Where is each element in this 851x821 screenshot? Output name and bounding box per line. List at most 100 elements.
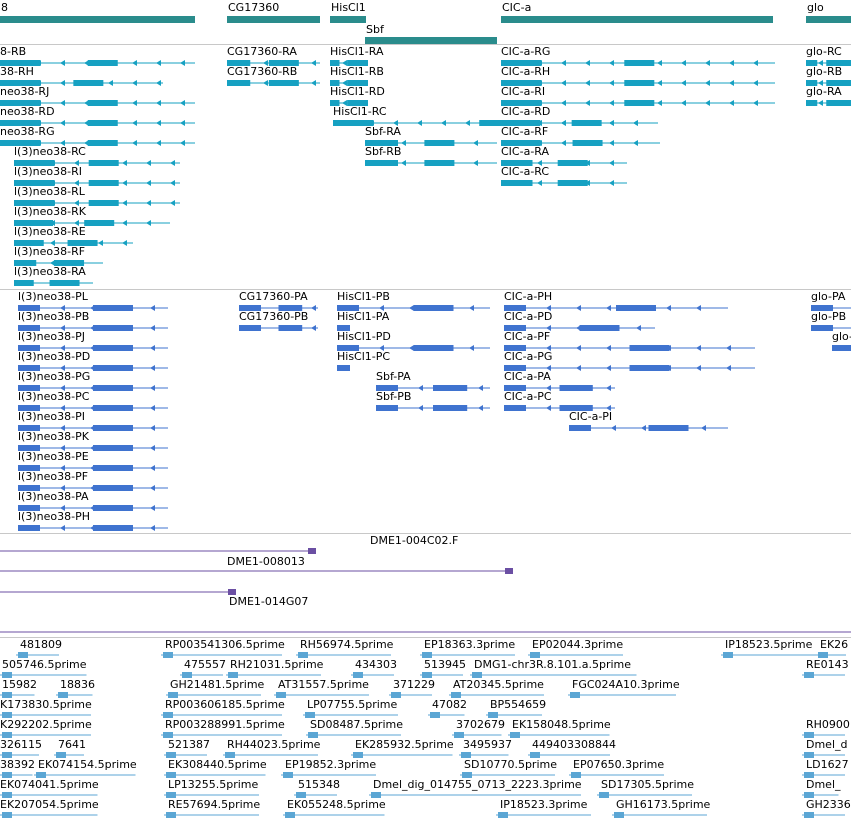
transcript-exon[interactable]	[0, 120, 40, 126]
clone-label[interactable]: DME1-014G07	[229, 595, 309, 608]
protein-cds-block[interactable]	[93, 385, 133, 391]
est-block[interactable]	[2, 692, 12, 698]
transcript-strand-arrow[interactable]	[12, 140, 17, 146]
est-label[interactable]: EK158048.5prime	[512, 718, 611, 731]
protein-label[interactable]: HisCl1-PA	[337, 310, 390, 323]
transcript-strand-arrow[interactable]	[449, 140, 454, 146]
transcript-label[interactable]: CIC-a-RD	[501, 105, 551, 118]
protein-label[interactable]: Sbf-PA	[376, 370, 411, 383]
est-block[interactable]	[225, 752, 235, 758]
transcript-exon[interactable]	[268, 80, 299, 86]
est-label[interactable]: 326115	[0, 738, 42, 751]
protein-strand-arrow[interactable]	[469, 345, 474, 351]
transcript-strand-arrow[interactable]	[489, 120, 494, 126]
clone-label[interactable]: DME1-004C02.F	[370, 534, 459, 547]
transcript-label[interactable]: CIC-a-RG	[501, 45, 551, 58]
protein-strand-arrow[interactable]	[60, 465, 65, 471]
protein-strand-arrow[interactable]	[30, 305, 35, 311]
transcript-strand-arrow[interactable]	[561, 60, 566, 66]
est-label[interactable]: Dmel_dig_014755_0713_2223.3prime	[373, 778, 582, 791]
est-block[interactable]	[2, 732, 12, 738]
protein-strand-arrow[interactable]	[576, 345, 581, 351]
transcript-strand-arrow[interactable]	[753, 60, 758, 66]
gene-label[interactable]: 8	[1, 1, 8, 14]
protein-strand-arrow[interactable]	[150, 425, 155, 431]
protein-label[interactable]: CIC-a-PA	[504, 370, 551, 383]
est-label[interactable]: LP07755.5prime	[307, 698, 398, 711]
protein-strand-arrow[interactable]	[516, 365, 521, 371]
protein-strand-arrow[interactable]	[696, 345, 701, 351]
protein-strand-arrow[interactable]	[60, 345, 65, 351]
transcript-strand-arrow[interactable]	[84, 120, 89, 126]
protein-cds-block[interactable]	[93, 465, 133, 471]
transcript-label[interactable]: 38-RH	[0, 65, 34, 78]
transcript-exon[interactable]	[14, 160, 54, 166]
transcript-exon[interactable]	[0, 100, 40, 106]
transcript-strand-arrow[interactable]	[818, 80, 823, 86]
protein-strand-arrow[interactable]	[576, 305, 581, 311]
est-block[interactable]	[163, 712, 173, 718]
protein-cds-block[interactable]	[18, 445, 40, 451]
est-block[interactable]	[353, 752, 363, 758]
est-label[interactable]: 481809	[20, 638, 62, 651]
transcript-strand-arrow[interactable]	[74, 240, 79, 246]
transcript-exon[interactable]	[14, 260, 37, 266]
transcript-strand-arrow[interactable]	[122, 200, 127, 206]
transcript-strand-arrow[interactable]	[156, 100, 161, 106]
est-label[interactable]: Dmel_d	[806, 738, 848, 751]
transcript-strand-arrow[interactable]	[561, 120, 566, 126]
est-block[interactable]	[391, 692, 401, 698]
protein-strand-arrow[interactable]	[844, 345, 849, 351]
protein-label[interactable]: CIC-a-PF	[504, 330, 551, 343]
transcript-strand-arrow[interactable]	[108, 100, 113, 106]
transcript-strand-arrow[interactable]	[705, 60, 710, 66]
est-label[interactable]: RP003606185.5prime	[165, 698, 285, 711]
protein-strand-arrow[interactable]	[636, 305, 641, 311]
protein-label[interactable]: HisCl1-PD	[337, 330, 391, 343]
protein-strand-arrow[interactable]	[823, 325, 828, 331]
transcript-strand-arrow[interactable]	[377, 140, 382, 146]
protein-strand-arrow[interactable]	[666, 305, 671, 311]
transcript-strand-arrow[interactable]	[156, 140, 161, 146]
est-label[interactable]: LD1627	[806, 758, 849, 771]
transcript-strand-arrow[interactable]	[609, 180, 614, 186]
est-label[interactable]: GH21481.5prime	[170, 678, 265, 691]
est-block[interactable]	[2, 712, 12, 718]
protein-cds-block[interactable]	[337, 305, 359, 311]
transcript-strand-arrow[interactable]	[12, 80, 17, 86]
est-label[interactable]: RP003288991.5prime	[165, 718, 285, 731]
protein-strand-arrow[interactable]	[120, 505, 125, 511]
transcript-strand-arrow[interactable]	[156, 60, 161, 66]
transcript-exon[interactable]	[826, 100, 851, 106]
est-label[interactable]: EK308440.5prime	[168, 758, 267, 771]
transcript-strand-arrow[interactable]	[180, 120, 185, 126]
est-label[interactable]: FGC024A10.3prime	[572, 678, 680, 691]
protein-strand-arrow[interactable]	[516, 305, 521, 311]
transcript-strand-arrow[interactable]	[441, 120, 446, 126]
protein-strand-arrow[interactable]	[576, 325, 581, 331]
transcript-strand-arrow[interactable]	[585, 60, 590, 66]
protein-label[interactable]: l(3)neo38-PL	[18, 290, 88, 303]
protein-cds-block[interactable]	[648, 425, 689, 431]
protein-strand-arrow[interactable]	[516, 405, 521, 411]
protein-strand-arrow[interactable]	[120, 305, 125, 311]
protein-label[interactable]: glo-PA	[811, 290, 846, 303]
transcript-strand-arrow[interactable]	[609, 100, 614, 106]
protein-cds-block[interactable]	[239, 325, 261, 331]
transcript-strand-arrow[interactable]	[342, 60, 347, 66]
est-label[interactable]: RP003541306.5prime	[165, 638, 285, 651]
protein-strand-arrow[interactable]	[311, 325, 316, 331]
transcript-exon[interactable]	[330, 60, 340, 66]
est-block[interactable]	[804, 752, 814, 758]
transcript-strand-arrow[interactable]	[180, 140, 185, 146]
transcript-strand-arrow[interactable]	[585, 120, 590, 126]
est-label[interactable]: 47082	[432, 698, 467, 711]
protein-cds-block[interactable]	[239, 305, 261, 311]
protein-label[interactable]: glo-	[832, 330, 851, 343]
clone-end-marker[interactable]	[308, 548, 316, 554]
est-label[interactable]: EP19852.3prime	[285, 758, 377, 771]
transcript-strand-arrow[interactable]	[513, 140, 518, 146]
transcript-strand-arrow[interactable]	[108, 120, 113, 126]
transcript-strand-arrow[interactable]	[60, 80, 65, 86]
est-block[interactable]	[422, 672, 432, 678]
